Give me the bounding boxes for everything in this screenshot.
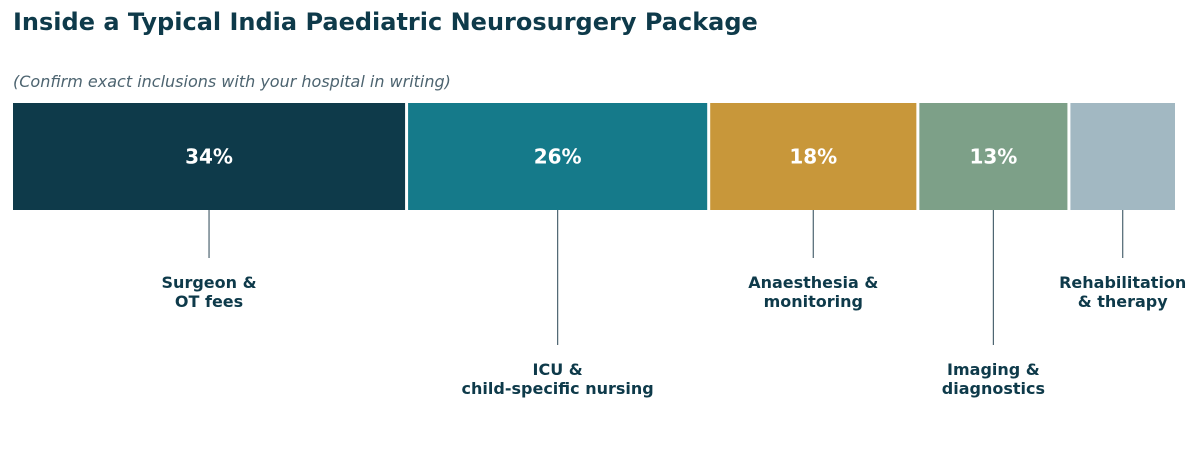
bar-segment [1070, 103, 1175, 210]
chart-subtitle: (Confirm exact inclusions with your hosp… [13, 72, 451, 91]
segment-value-label: 26% [534, 145, 582, 169]
category-label-line: child-specific nursing [462, 379, 654, 398]
category-label-line: & therapy [1078, 292, 1169, 311]
segment-value-label: 13% [969, 145, 1017, 169]
bar-segment [919, 103, 1068, 210]
bar-segment [408, 103, 708, 210]
bar-segment [710, 103, 917, 210]
category-label-line: Anaesthesia & [748, 273, 878, 292]
segment-value-label: 34% [185, 145, 233, 169]
chart-title: Inside a Typical India Paediatric Neuros… [13, 8, 758, 36]
category-label-line: ICU & [533, 360, 583, 379]
category-label-line: OT fees [175, 292, 243, 311]
category-label: Surgeon & OT fees [162, 273, 257, 311]
segment-value-label: 18% [789, 145, 837, 169]
category-label-line: diagnostics [942, 379, 1045, 398]
category-label-line: Imaging & [947, 360, 1040, 379]
category-label-line: monitoring [764, 292, 863, 311]
category-label: ICU & child-specific nursing [462, 360, 654, 398]
bar-segment [13, 103, 406, 210]
category-label-line: Surgeon & [162, 273, 257, 292]
category-label-line: Rehabilitation [1059, 273, 1186, 292]
category-label: Anaesthesia & monitoring [748, 273, 878, 311]
category-label: Rehabilitation & therapy [1059, 273, 1186, 311]
category-label: Imaging & diagnostics [942, 360, 1045, 398]
